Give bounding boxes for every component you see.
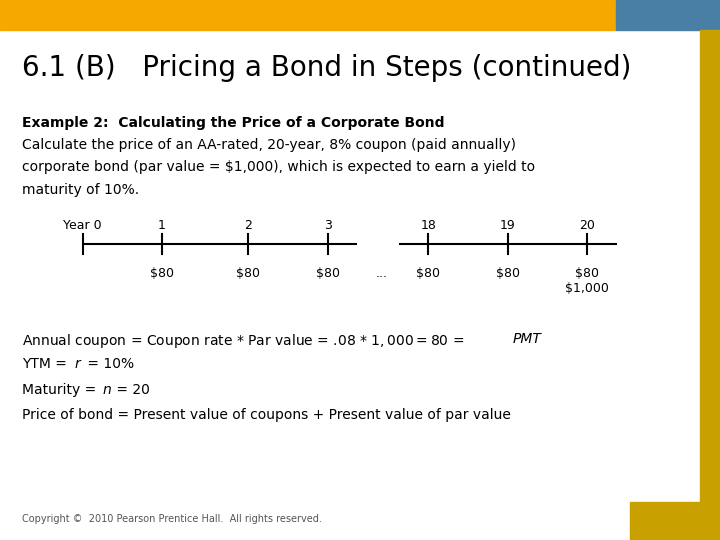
Text: $80: $80 — [495, 267, 520, 280]
Text: PMT: PMT — [513, 332, 541, 346]
Text: $80: $80 — [150, 267, 174, 280]
Text: 20: 20 — [579, 219, 595, 232]
Text: YTM =: YTM = — [22, 357, 71, 372]
Text: r: r — [74, 357, 80, 372]
Text: n: n — [103, 383, 112, 397]
Text: 6.1 (B)   Pricing a Bond in Steps (continued): 6.1 (B) Pricing a Bond in Steps (continu… — [22, 54, 631, 82]
Bar — [616, 0, 720, 30]
Text: corporate bond (par value = $1,000), which is expected to earn a yield to: corporate bond (par value = $1,000), whi… — [22, 160, 535, 174]
Text: 3: 3 — [324, 219, 331, 232]
Text: ...: ... — [376, 267, 387, 280]
Bar — [630, 502, 720, 540]
Text: Maturity =: Maturity = — [22, 383, 100, 397]
Text: Year 0: Year 0 — [63, 219, 102, 232]
Text: 1: 1 — [158, 219, 166, 232]
Text: 18: 18 — [420, 219, 436, 232]
Text: $80
$1,000: $80 $1,000 — [565, 267, 608, 295]
Text: $80: $80 — [236, 267, 261, 280]
Text: Copyright ©  2010 Pearson Prentice Hall.  All rights reserved.: Copyright © 2010 Pearson Prentice Hall. … — [22, 515, 321, 524]
Text: = 10%: = 10% — [83, 357, 134, 372]
Text: Price of bond = Present value of coupons + Present value of par value: Price of bond = Present value of coupons… — [22, 408, 510, 422]
Text: = 20: = 20 — [112, 383, 150, 397]
Text: Annual coupon = Coupon rate * Par value = .08 * $1,000 = $80 =: Annual coupon = Coupon rate * Par value … — [22, 332, 465, 350]
Text: Calculate the price of an AA-rated, 20-year, 8% coupon (paid annually): Calculate the price of an AA-rated, 20-y… — [22, 138, 516, 152]
Text: Example 2:  Calculating the Price of a Corporate Bond: Example 2: Calculating the Price of a Co… — [22, 116, 444, 130]
Text: $80: $80 — [315, 267, 340, 280]
Text: 6-8: 6-8 — [662, 514, 689, 529]
Text: 19: 19 — [500, 219, 516, 232]
Text: $80: $80 — [416, 267, 441, 280]
Text: 2: 2 — [245, 219, 252, 232]
Text: maturity of 10%.: maturity of 10%. — [22, 183, 139, 197]
Bar — [700, 30, 720, 540]
Bar — [0, 0, 616, 30]
